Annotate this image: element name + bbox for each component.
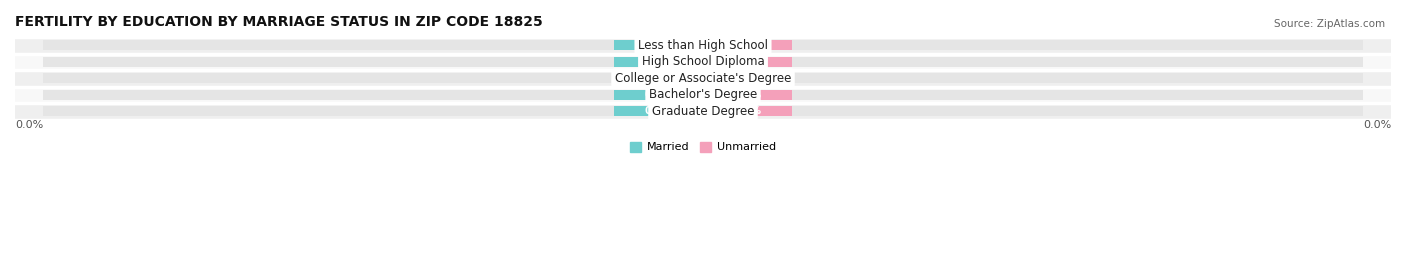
- Bar: [42, 57, 1364, 67]
- Text: 0.0%: 0.0%: [1362, 121, 1391, 130]
- Text: Source: ZipAtlas.com: Source: ZipAtlas.com: [1274, 19, 1385, 29]
- Text: 0.0%: 0.0%: [645, 73, 672, 83]
- Text: 0.0%: 0.0%: [645, 106, 672, 116]
- Text: Bachelor's Degree: Bachelor's Degree: [650, 88, 756, 101]
- Text: High School Diploma: High School Diploma: [641, 55, 765, 68]
- Text: 0.0%: 0.0%: [734, 57, 761, 67]
- Text: 0.0%: 0.0%: [645, 90, 672, 100]
- Bar: [703, 90, 793, 100]
- Text: 0.0%: 0.0%: [645, 57, 672, 67]
- Bar: [15, 103, 1391, 119]
- Text: 0.0%: 0.0%: [734, 73, 761, 83]
- Text: College or Associate's Degree: College or Associate's Degree: [614, 72, 792, 85]
- Bar: [703, 106, 793, 116]
- Bar: [15, 37, 1391, 54]
- Bar: [15, 70, 1391, 87]
- Bar: [42, 90, 1364, 100]
- Bar: [703, 57, 793, 67]
- Bar: [15, 87, 1391, 103]
- Text: Less than High School: Less than High School: [638, 39, 768, 52]
- Bar: [613, 57, 703, 67]
- Text: FERTILITY BY EDUCATION BY MARRIAGE STATUS IN ZIP CODE 18825: FERTILITY BY EDUCATION BY MARRIAGE STATU…: [15, 15, 543, 29]
- Bar: [42, 40, 1364, 51]
- Bar: [613, 106, 703, 116]
- Text: 0.0%: 0.0%: [734, 106, 761, 116]
- Bar: [15, 54, 1391, 70]
- Text: 0.0%: 0.0%: [734, 90, 761, 100]
- Bar: [613, 73, 703, 83]
- Bar: [613, 40, 703, 51]
- Text: 0.0%: 0.0%: [645, 40, 672, 50]
- Bar: [42, 73, 1364, 83]
- Text: 0.0%: 0.0%: [734, 40, 761, 50]
- Text: 0.0%: 0.0%: [15, 121, 44, 130]
- Text: Graduate Degree: Graduate Degree: [652, 105, 754, 118]
- Legend: Married, Unmarried: Married, Unmarried: [626, 137, 780, 157]
- Bar: [703, 73, 793, 83]
- Bar: [703, 40, 793, 51]
- Bar: [613, 90, 703, 100]
- Bar: [42, 106, 1364, 116]
